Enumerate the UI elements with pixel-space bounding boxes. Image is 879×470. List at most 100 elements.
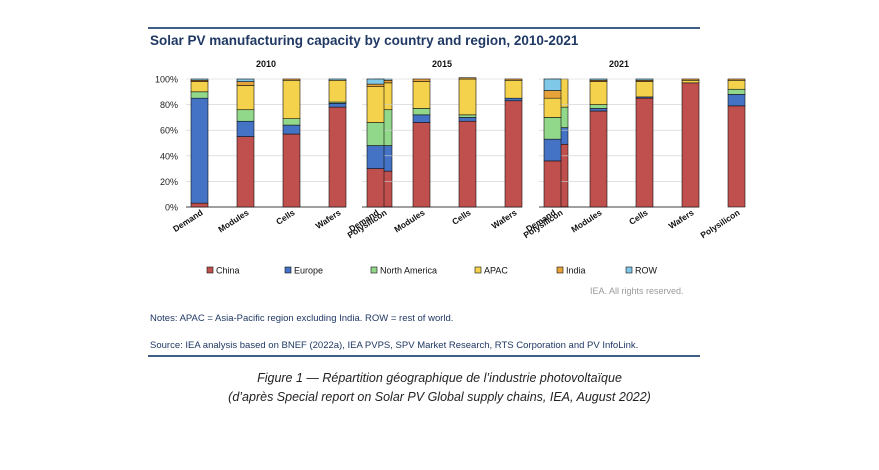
legend-label-row: ROW <box>635 266 658 276</box>
bar-segment-2015-demand-north-america <box>366 122 385 146</box>
bar-segment-2010-wafers-china <box>328 106 347 208</box>
bar-segment-2015-wafers-apac <box>504 79 523 99</box>
bar-segment-2021-cells-apac <box>635 81 654 98</box>
bar-segment-2015-wafers-china <box>504 100 523 208</box>
panel-title-2015: 2015 <box>432 59 452 69</box>
bar-segment-2015-demand-apac <box>366 86 385 123</box>
bar-segment-2015-demand-row <box>366 78 385 85</box>
y-tick-label: 60% <box>160 126 178 136</box>
legend-swatch-row <box>625 266 633 274</box>
bar-segment-2010-wafers-apac <box>328 79 347 103</box>
bar-segment-2015-wafers-india <box>504 78 523 81</box>
category-label-2021-wafers: Wafers <box>667 207 696 231</box>
bar-segment-2021-polysilicon-india <box>727 78 746 81</box>
bar-segment-2021-cells-china <box>635 97 654 208</box>
bar-segment-2015-modules-india <box>412 78 431 82</box>
bar-segment-2010-demand-europe <box>190 97 209 204</box>
category-label-2015-cells: Cells <box>450 207 473 227</box>
bar-segment-2015-demand-europe <box>366 145 385 169</box>
category-label-2021-cells: Cells <box>627 207 650 227</box>
bar-segment-2015-cells-india <box>458 77 477 80</box>
legend-label-apac: APAC <box>484 266 508 276</box>
bar-segment-2015-cells-apac <box>458 78 477 116</box>
bar-segment-2015-modules-china <box>412 122 431 208</box>
legend-label-china: China <box>216 266 240 276</box>
bar-segment-2010-demand-apac <box>190 81 209 93</box>
bar-segment-2021-polysilicon-china <box>727 105 746 208</box>
bar-segment-2010-modules-north-america <box>236 109 255 122</box>
y-tick-label: 100% <box>155 75 178 85</box>
bar-segment-2021-demand-europe <box>543 138 562 162</box>
bar-segment-2021-demand-india <box>543 90 562 99</box>
bar-segment-2021-polysilicon-north-america <box>727 88 746 95</box>
bar-segment-2021-wafers-china <box>681 82 700 208</box>
chart-title: Solar PV manufacturing capacity by count… <box>150 33 579 48</box>
panel-title-2021: 2021 <box>609 59 629 69</box>
bar-segment-2010-demand-row <box>190 78 209 81</box>
bar-segment-2010-cells-europe <box>282 124 301 135</box>
bar-segment-2021-modules-china <box>589 110 608 208</box>
bar-segment-2010-modules-india <box>236 81 255 86</box>
bar-segment-2010-cells-china <box>282 133 301 208</box>
y-tick-label: 40% <box>160 151 178 161</box>
bar-segment-2010-wafers-row <box>328 78 347 81</box>
bottom-rule <box>148 355 700 357</box>
bar-segment-2010-modules-europe <box>236 120 255 137</box>
bar-segment-2010-modules-apac <box>236 85 255 111</box>
bar-segment-2015-cells-china <box>458 120 477 208</box>
bar-segment-2021-modules-apac <box>589 81 608 105</box>
bar-segment-2015-modules-north-america <box>412 108 431 116</box>
bar-segment-2015-demand-china <box>366 168 385 208</box>
bar-segment-2010-cells-north-america <box>282 118 301 126</box>
category-label-2015-modules: Modules <box>392 207 427 234</box>
bar-segment-2021-wafers-apac <box>681 79 700 84</box>
bar-segment-2021-demand-north-america <box>543 117 562 140</box>
y-tick-label: 0% <box>165 203 178 213</box>
legend-swatch-china <box>206 266 214 274</box>
bar-segment-2015-cells-north-america <box>458 114 477 118</box>
legend-swatch-north-america <box>370 266 378 274</box>
panel-title-2010: 2010 <box>256 59 276 69</box>
legend-swatch-apac <box>474 266 482 274</box>
bar-segment-2021-demand-apac <box>543 97 562 118</box>
bar-segment-2010-cells-apac <box>282 79 301 119</box>
bar-segment-2010-modules-row <box>236 78 255 82</box>
category-label-2021-modules: Modules <box>569 207 604 234</box>
bar-segment-2010-modules-china <box>236 136 255 208</box>
bar-segment-2021-modules-row <box>589 78 608 81</box>
figure-caption-line-1: Figure 1 — Répartition géographique de l… <box>257 371 622 385</box>
bar-segment-2015-modules-apac <box>412 81 431 109</box>
bar-segment-2021-cells-row <box>635 78 654 81</box>
bar-segment-2010-demand-china <box>190 202 209 208</box>
legend-label-india: India <box>566 266 586 276</box>
rights-note: IEA. All rights reserved. <box>590 286 684 296</box>
figure-caption-line-2: (d’après Special report on Solar PV Glob… <box>228 390 651 404</box>
legend-label-north-america: North America <box>380 266 437 276</box>
category-label-2015-wafers: Wafers <box>490 207 519 231</box>
bar-segment-2015-modules-europe <box>412 114 431 123</box>
y-tick-label: 20% <box>160 177 178 187</box>
bar-segment-2010-wafers-europe <box>328 103 347 108</box>
category-label-2021-polysilicon: Polysilicon <box>699 207 742 240</box>
legend-label-europe: Europe <box>294 266 323 276</box>
bar-segment-2010-demand-north-america <box>190 91 209 99</box>
category-label-2010-cells: Cells <box>274 207 297 227</box>
bar-segment-2015-cells-europe <box>458 117 477 122</box>
top-rule <box>148 27 700 29</box>
bar-segment-2021-modules-north-america <box>589 104 608 109</box>
bar-segment-2021-demand-row <box>543 78 562 91</box>
bar-segment-2010-cells-india <box>282 78 301 81</box>
bar-segment-2021-wafers-india <box>681 78 700 81</box>
legend-swatch-india <box>556 266 564 274</box>
bar-segment-2015-wafers-europe <box>504 97 523 102</box>
category-label-2010-wafers: Wafers <box>314 207 343 231</box>
bar-segment-2021-modules-europe <box>589 108 608 112</box>
category-label-2010-modules: Modules <box>216 207 251 234</box>
bar-segment-2021-demand-china <box>543 160 562 208</box>
bar-segment-2015-demand-india <box>366 83 385 87</box>
y-tick-label: 80% <box>160 100 178 110</box>
bar-segment-2021-polysilicon-europe <box>727 94 746 107</box>
source-text: Source: IEA analysis based on BNEF (2022… <box>150 340 639 351</box>
notes-text: Notes: APAC = Asia-Pacific region exclud… <box>150 313 454 324</box>
